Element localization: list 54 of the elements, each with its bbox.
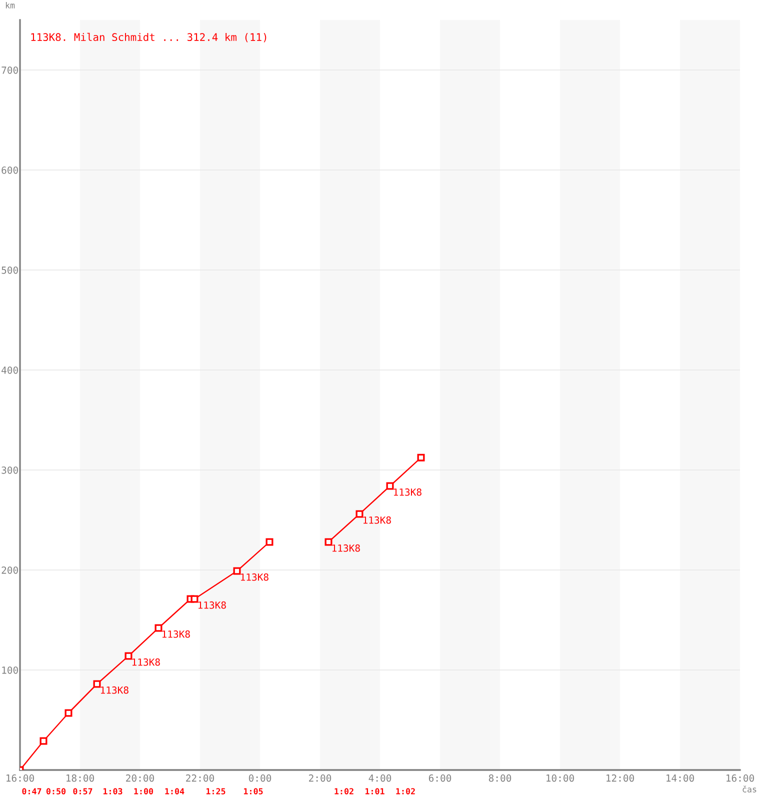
text: 0:47 (22, 788, 42, 794)
point (266, 538, 274, 546)
point (190, 595, 198, 603)
annotation: 113K8 (132, 658, 160, 666)
annotation: 113K8 (363, 516, 391, 524)
y-tick-label: 600 (2, 166, 18, 174)
point (324, 538, 332, 546)
x-axis-title: čas (742, 786, 756, 792)
point (93, 680, 101, 688)
x-tick-label: 16:00 (726, 774, 754, 782)
y-tick-label: 500 (2, 266, 18, 274)
point (154, 624, 162, 632)
point (233, 567, 241, 575)
x-tick-label: 8:00 (488, 774, 512, 782)
point (40, 737, 48, 745)
x-tick-label: 22:00 (186, 774, 214, 782)
text: 0:57 (73, 788, 92, 794)
y-tick-label: 300 (2, 466, 18, 474)
point (356, 510, 364, 518)
x-tick-label: 0:00 (248, 774, 272, 782)
x-tick-label: 14:00 (666, 774, 694, 782)
x-tick-label: 16:00 (6, 774, 34, 782)
annotation: 113K8 (100, 686, 128, 694)
text: 113K8. Milan Schmidt ... 312.4 km (11) (31, 32, 266, 42)
y-tick-label: 700 (2, 66, 18, 74)
y-tick-label: 200 (2, 566, 18, 574)
x-tick-label: 10:00 (546, 774, 574, 782)
y-tick-label: 400 (2, 366, 18, 374)
annotation: 113K8 (240, 573, 268, 581)
text: 1:02 (396, 788, 415, 794)
text: 1:03 (103, 788, 122, 794)
text: 1:01 (365, 788, 384, 794)
annotation: 113K8 (162, 630, 190, 638)
point (386, 482, 394, 490)
y-axis-title: km (6, 2, 15, 8)
text: 1:02 (334, 788, 354, 794)
point (64, 709, 72, 717)
text: 1:25 (206, 788, 226, 794)
x-tick-label: 18:00 (66, 774, 94, 782)
y-tick-label: 100 (2, 666, 18, 674)
annotation: 113K8 (332, 544, 360, 552)
text: 1:04 (165, 788, 184, 794)
x-tick-label: 6:00 (428, 774, 452, 782)
text: 0:50 (46, 788, 66, 794)
text: 1:00 (134, 788, 154, 794)
annotation: 113K8 (198, 601, 226, 609)
x-tick-label: 4:00 (368, 774, 392, 782)
x-tick-label: 12:00 (606, 774, 634, 782)
x-tick-label: 2:00 (309, 774, 332, 782)
annotation: 113K8 (394, 488, 422, 496)
point (417, 454, 425, 462)
point (124, 652, 132, 660)
text: 1:05 (244, 788, 263, 794)
x-tick-label: 20:00 (126, 774, 154, 782)
